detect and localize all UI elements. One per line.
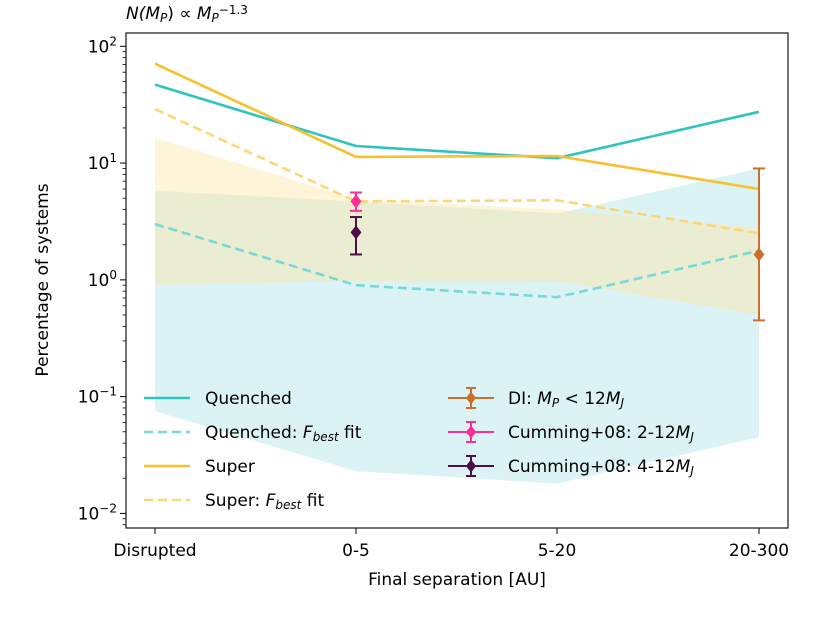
y-tick-base: 10 — [78, 504, 100, 524]
chart-title: N(MP) ∝ MP−1.3 — [126, 3, 248, 25]
x-tick-label: 20-300 — [729, 541, 789, 561]
legend-label-cumming-08-4-12m-j: Cumming+08: 4-12MJ — [508, 457, 694, 478]
x-tick-label: 5-20 — [538, 541, 577, 561]
y-tick-exponent: 2 — [109, 35, 117, 49]
series-quenched-f-best-fit — [154, 222, 760, 299]
label-part: fit — [339, 423, 362, 443]
label-part: Super — [205, 457, 255, 477]
label-part: P — [212, 11, 220, 25]
label-part: M — [145, 4, 160, 24]
x-axis: Disrupted 0-5 5-20 20-300 — [113, 528, 789, 561]
label-part: DI: — [508, 389, 537, 409]
y-tick-label: 10−1 — [78, 385, 117, 408]
label-part: M — [676, 457, 691, 477]
label-part: M — [676, 423, 691, 443]
legend-marker — [465, 459, 477, 473]
legend-label-di-m-p-12m-j: DI: MP < 12MJ — [508, 389, 625, 410]
errorbar-cumming-08-4-12m-j — [350, 216, 362, 256]
label-part: P — [552, 396, 560, 410]
band-quenched-range — [155, 168, 759, 484]
y-tick-exponent: 0 — [109, 268, 117, 282]
label-part: Cumming+08: 4-12 — [508, 457, 676, 477]
y-tick-base: 10 — [78, 388, 100, 408]
label-part: J — [619, 396, 625, 410]
label-part: < 12 — [559, 389, 606, 409]
data-point — [350, 225, 362, 240]
y-tick-label: 101 — [88, 151, 117, 174]
y-tick-base: 10 — [88, 271, 110, 291]
y-tick-base: 10 — [88, 37, 110, 57]
label-part: fit — [301, 491, 324, 511]
series-super-f-best-fit — [154, 107, 760, 235]
series-quenched — [154, 83, 760, 160]
label-part: J — [688, 430, 694, 444]
legend-handle-cumming-08-4-12m-j — [448, 455, 494, 477]
label-part: F — [303, 423, 313, 443]
label-part: M — [537, 389, 552, 409]
label-part: J — [688, 464, 694, 478]
legend-label-cumming-08-2-12m-j: Cumming+08: 2-12MJ — [508, 423, 694, 444]
plot-frame — [125, 32, 789, 529]
y-tick-exponent: −1 — [99, 385, 117, 399]
legend-marker — [465, 425, 477, 439]
legend-label-quenched-f-best-fit: Quenched: Fbest fit — [205, 423, 362, 444]
x-tick-label: Disrupted — [113, 541, 196, 561]
y-tick-label: 102 — [88, 35, 117, 58]
data-point — [753, 247, 765, 262]
label-part: Quenched — [205, 389, 292, 409]
x-tick-label: 0-5 — [342, 541, 370, 561]
label-part: Super: — [205, 491, 266, 511]
label-part: ) ∝ — [167, 4, 197, 24]
label-part: −1.3 — [219, 3, 248, 17]
label-part: M — [606, 389, 621, 409]
label-part: Cumming+08: 2-12 — [508, 423, 676, 443]
legend: Quenched Quenched: Fbest fit Super Super: F… — [144, 387, 694, 512]
errorbar-di-m-p-12m-j — [753, 167, 765, 322]
errorbar-cumming-08-2-12m-j — [350, 191, 362, 212]
y-axis-label: Percentage of systems — [33, 183, 53, 376]
y-tick-label: 100 — [88, 268, 117, 291]
data-point — [350, 194, 362, 209]
legend-handle-cumming-08-2-12m-j — [448, 421, 494, 443]
y-tick-base: 10 — [88, 154, 110, 174]
label-part: M — [197, 4, 212, 24]
x-axis-label: Final separation [AU] — [368, 570, 546, 590]
label-part: best — [313, 430, 340, 444]
legend-label-super: Super — [205, 457, 255, 477]
y-tick-exponent: 1 — [109, 151, 117, 165]
legend-handle-di-m-p-12m-j — [448, 387, 494, 409]
label-part: F — [266, 491, 276, 511]
label-part: P — [160, 11, 168, 25]
errorbar-layer — [350, 167, 765, 322]
legend-marker — [465, 391, 477, 405]
legend-label-super-f-best-fit: Super: Fbest fit — [205, 491, 325, 512]
series-super — [154, 62, 760, 191]
label-part: N( — [126, 4, 147, 24]
series-layer — [154, 62, 760, 299]
legend-label-quenched: Quenched — [205, 389, 292, 409]
label-part: Quenched: — [205, 423, 303, 443]
y-tick-label: 10−2 — [78, 502, 117, 525]
y-tick-exponent: −2 — [99, 502, 117, 516]
label-part: best — [275, 498, 302, 512]
